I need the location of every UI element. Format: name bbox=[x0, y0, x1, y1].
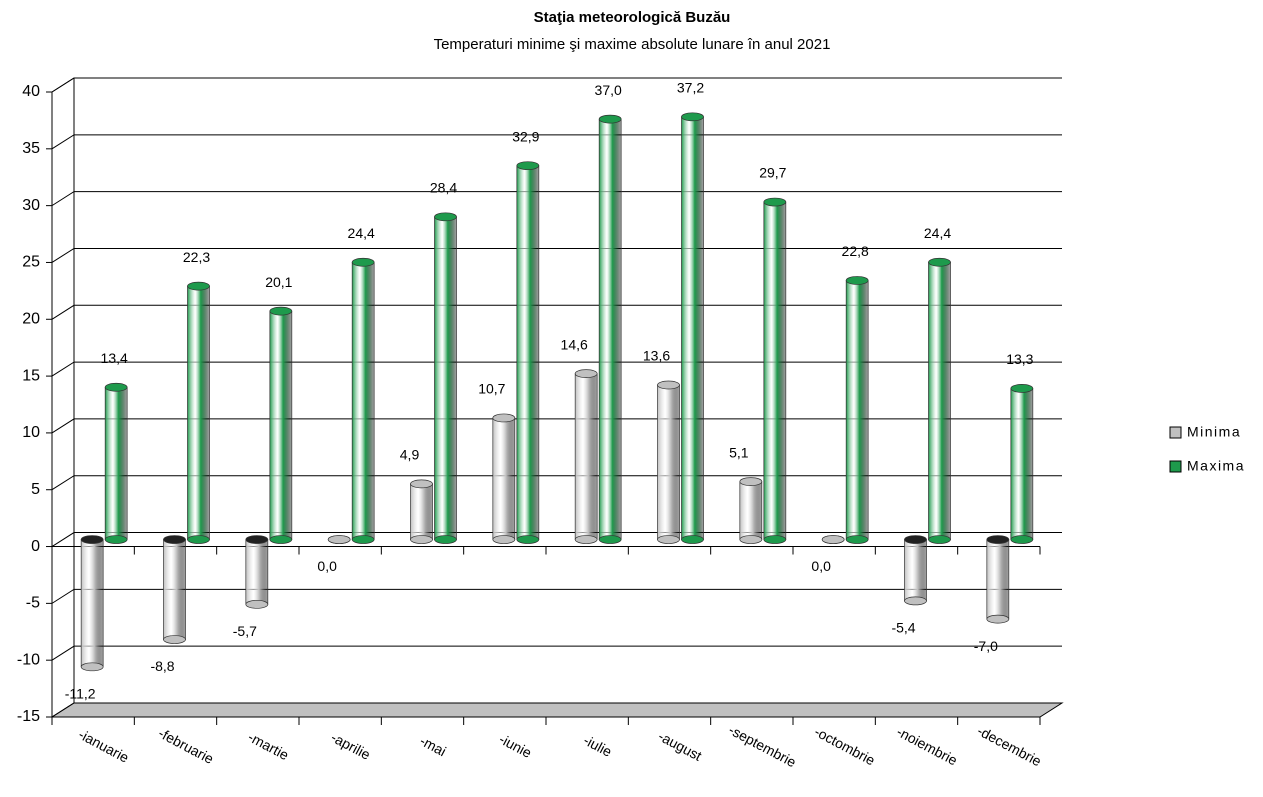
x-tick-label: -aprilie bbox=[328, 729, 373, 763]
y-tick-label: 35 bbox=[22, 140, 40, 157]
bar bbox=[163, 535, 186, 644]
x-tick-label: -iunie bbox=[497, 731, 535, 761]
x-tick-label: -mai bbox=[417, 732, 449, 759]
bar bbox=[80, 535, 104, 672]
y-tick-label: 0 bbox=[31, 538, 40, 555]
value-label: 13,3 bbox=[1006, 351, 1033, 367]
x-tick-label: -august bbox=[656, 728, 705, 764]
bar bbox=[1010, 384, 1034, 544]
x-tick-label: -octombrie bbox=[812, 723, 878, 768]
bar bbox=[245, 535, 269, 609]
y-tick-label: 20 bbox=[22, 310, 40, 327]
bar bbox=[269, 306, 293, 544]
x-tick-label: -iulie bbox=[581, 732, 615, 760]
value-label: 13,6 bbox=[643, 348, 670, 364]
value-label: 24,4 bbox=[348, 225, 375, 241]
bar bbox=[574, 369, 598, 544]
y-tick-label: 25 bbox=[22, 254, 40, 271]
value-label: 0,0 bbox=[811, 558, 831, 574]
value-label: 14,6 bbox=[561, 336, 588, 352]
x-tick-label: -februarie bbox=[156, 725, 217, 767]
value-label: -8,8 bbox=[150, 658, 174, 674]
bar bbox=[763, 197, 787, 544]
grid-line bbox=[51, 645, 1062, 661]
bar bbox=[904, 535, 927, 606]
grid-line bbox=[51, 702, 1062, 718]
y-tick-label: -15 bbox=[17, 708, 40, 725]
grid-line bbox=[51, 247, 1062, 263]
value-label: 32,9 bbox=[512, 128, 539, 144]
bar bbox=[410, 479, 433, 544]
y-tick-label: 10 bbox=[22, 424, 40, 441]
y-tick-label: 15 bbox=[22, 367, 40, 384]
value-label: -7,0 bbox=[974, 638, 998, 654]
legend-label: Minima bbox=[1187, 424, 1241, 440]
value-label: -11,2 bbox=[65, 686, 96, 702]
chart-title: Staţia meteorologică Buzău bbox=[534, 9, 731, 26]
side-wall bbox=[51, 77, 75, 718]
chart-subtitle: Temperaturi minime şi maxime absolute lu… bbox=[434, 36, 831, 53]
bar bbox=[351, 257, 375, 544]
value-label: 22,8 bbox=[842, 243, 869, 259]
x-tick-label: -septembrie bbox=[726, 721, 799, 770]
grid-line bbox=[51, 134, 1062, 150]
value-label: 24,4 bbox=[924, 225, 951, 241]
value-label: 29,7 bbox=[759, 165, 786, 181]
y-tick-label: 30 bbox=[22, 197, 40, 214]
value-label: -5,4 bbox=[891, 620, 915, 636]
legend-swatch bbox=[1169, 460, 1182, 473]
bar bbox=[434, 212, 457, 544]
grid-line bbox=[51, 475, 1062, 491]
x-tick-label: -noiembrie bbox=[894, 723, 960, 768]
bar bbox=[187, 281, 210, 544]
floor bbox=[50, 702, 1064, 718]
bar bbox=[845, 276, 869, 544]
value-label: 20,1 bbox=[265, 274, 292, 290]
bar bbox=[986, 535, 1010, 624]
value-label: 0,0 bbox=[317, 558, 337, 574]
y-tick-label: -10 bbox=[17, 651, 40, 668]
value-label: 4,9 bbox=[400, 447, 420, 463]
grid-line bbox=[51, 191, 1062, 207]
bar bbox=[739, 477, 763, 544]
value-label: 28,4 bbox=[430, 180, 457, 196]
y-tick-label: -5 bbox=[26, 595, 40, 612]
x-tick-label: -decembrie bbox=[975, 722, 1045, 769]
y-tick-label: 40 bbox=[22, 83, 40, 100]
value-label: 37,0 bbox=[595, 82, 622, 98]
legend-swatch bbox=[1169, 426, 1182, 439]
bar bbox=[821, 535, 845, 544]
value-label: 5,1 bbox=[729, 444, 749, 460]
bar bbox=[327, 535, 351, 544]
bar bbox=[598, 114, 622, 544]
bar bbox=[492, 413, 516, 544]
grid-line bbox=[51, 304, 1062, 320]
grid-line bbox=[51, 361, 1062, 377]
x-tick-label: -ianuarie bbox=[76, 726, 132, 766]
grid-line bbox=[51, 588, 1062, 604]
x-tick-label: -martie bbox=[245, 729, 291, 764]
bar bbox=[928, 257, 951, 544]
value-label: 22,3 bbox=[183, 249, 210, 265]
grid-line bbox=[51, 77, 1062, 93]
bar bbox=[104, 382, 128, 544]
legend-label: Maxima bbox=[1187, 458, 1245, 474]
bar bbox=[657, 380, 680, 544]
y-tick-label: 5 bbox=[31, 481, 40, 498]
bar bbox=[516, 161, 540, 544]
value-label: -5,7 bbox=[233, 623, 257, 639]
value-label: 10,7 bbox=[478, 381, 505, 397]
value-label: 13,4 bbox=[101, 350, 128, 366]
value-label: 37,2 bbox=[677, 80, 704, 96]
grid-line bbox=[51, 532, 1062, 547]
back-wall bbox=[73, 78, 1062, 704]
grid-line bbox=[51, 418, 1062, 434]
bar bbox=[681, 112, 704, 544]
